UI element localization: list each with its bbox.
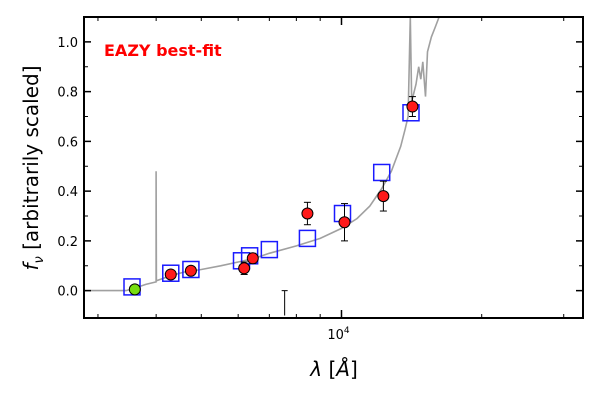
observed-flux-point-2 — [238, 262, 251, 275]
x-tick-label-0: 104 — [327, 326, 350, 343]
observed-flux-point-3 — [246, 252, 259, 265]
template-flux-box-6 — [298, 229, 317, 248]
observed-flux-point-5 — [338, 216, 351, 229]
annotation-eazy-best-fit: EAZY best-fit — [104, 41, 222, 60]
observed-flux-point-7 — [406, 100, 419, 113]
y-tick-label-5: 1.0 — [57, 36, 78, 51]
model-sed-line — [84, 17, 440, 292]
observed-flux-point-0 — [164, 268, 177, 281]
template-flux-box-1 — [162, 264, 180, 282]
upper-limit-point-0 — [128, 283, 141, 296]
template-flux-box-8 — [372, 163, 391, 182]
template-flux-box-5 — [260, 240, 279, 259]
x-axis-label: λ [Å] — [309, 357, 358, 381]
y-tick-label-3: 0.6 — [57, 135, 78, 150]
y-tick-label-1: 0.2 — [57, 235, 78, 250]
observed-flux-point-1 — [184, 264, 197, 277]
template-flux-box-2 — [182, 260, 200, 279]
chart-marks — [84, 17, 440, 316]
observed-flux-point-6 — [377, 190, 390, 203]
observed-flux-point-4 — [301, 207, 314, 220]
plot-frame — [83, 16, 584, 319]
y-tick-label-2: 0.4 — [57, 185, 78, 200]
y-tick-label-4: 0.8 — [57, 86, 78, 101]
y-axis-label: fν [arbitrarily scaled] — [19, 65, 47, 270]
y-tick-label-0: 0.0 — [57, 285, 78, 300]
